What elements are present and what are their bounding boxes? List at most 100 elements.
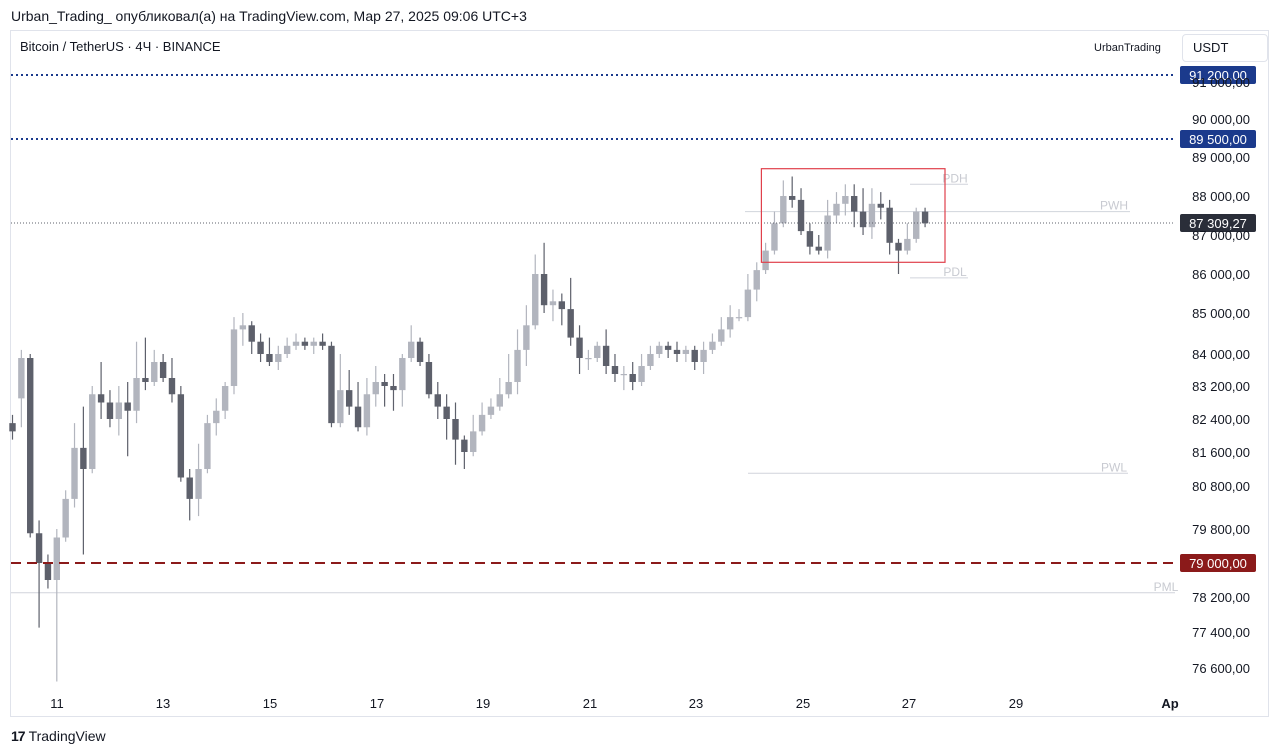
y-tick-label: 84 000,00: [1192, 347, 1250, 362]
x-tick-label: 15: [263, 696, 277, 711]
symbol-title[interactable]: Bitcoin / TetherUS · 4Ч · BINANCE: [20, 39, 221, 54]
candle: [310, 337, 317, 354]
candle-body: [921, 211, 929, 224]
candle-body: [133, 378, 140, 411]
candle-body: [638, 366, 645, 382]
candle: [106, 390, 114, 428]
candle: [399, 354, 406, 407]
candle-body: [213, 410, 220, 424]
candle: [620, 366, 628, 391]
candle: [381, 374, 388, 407]
candle-body: [815, 246, 822, 251]
candle-body: [71, 447, 78, 499]
price-level-label: 89 500,00: [1189, 132, 1247, 147]
level-layer: 91 200,00 89 500,00 79 000,00 87 309,27: [11, 66, 1256, 572]
candle: [576, 325, 583, 374]
annotation-layer: PDH PWH PDL PWL PML: [11, 171, 1179, 594]
candle: [337, 354, 344, 428]
candle: [97, 362, 105, 419]
candle: [354, 382, 362, 432]
x-tick-label: 17: [370, 696, 384, 711]
candle-body: [797, 199, 805, 232]
candle: [664, 341, 672, 358]
x-tick-label: 23: [689, 696, 703, 711]
candle: [602, 329, 610, 374]
candle-body: [345, 390, 353, 407]
candle: [558, 293, 566, 326]
x-tick-label: 11: [50, 696, 64, 711]
price-level-label: 79 000,00: [1189, 556, 1247, 571]
candle: [177, 386, 185, 482]
candle: [735, 309, 743, 322]
tradingview-brand[interactable]: 17 TradingView: [11, 728, 106, 744]
candle-body: [718, 329, 725, 342]
candle: [44, 554, 52, 589]
candle: [204, 414, 211, 474]
candle-body: [691, 349, 698, 362]
annotation-label: PDL: [943, 265, 967, 279]
candle-body: [877, 203, 884, 208]
candle: [532, 254, 539, 330]
candle: [186, 469, 193, 521]
annotation-label: PWL: [1101, 460, 1127, 474]
candle: [9, 414, 16, 440]
candle-body: [780, 196, 787, 224]
candle: [461, 435, 468, 469]
candle-body: [416, 341, 424, 362]
candle-body: [558, 301, 566, 310]
candle: [80, 406, 87, 555]
price-level-label-bg: [1180, 130, 1256, 148]
candle: [283, 337, 291, 358]
candle: [824, 199, 831, 259]
candle: [797, 188, 805, 235]
candle-body: [788, 196, 796, 200]
candle: [886, 199, 893, 255]
candle-body: [9, 423, 16, 432]
candle-body: [248, 325, 255, 342]
candle: [470, 414, 477, 457]
candle: [496, 378, 503, 411]
candle: [221, 382, 229, 419]
currency-selector[interactable]: USDT: [1182, 34, 1268, 62]
candle: [248, 321, 255, 354]
candle: [18, 349, 25, 428]
candle-body: [859, 211, 867, 228]
candle-body: [700, 349, 707, 362]
candle-body: [487, 406, 495, 415]
candle-body: [434, 394, 441, 407]
y-tick-label: 87 000,00: [1192, 228, 1250, 243]
candle-body: [478, 414, 486, 432]
candle-body: [744, 289, 752, 318]
candle-body: [168, 378, 176, 395]
candle-body: [904, 238, 911, 251]
y-tick-label: 81 600,00: [1192, 445, 1250, 460]
candle-body: [673, 349, 681, 354]
candle: [257, 333, 264, 362]
y-tick-label: 80 800,00: [1192, 479, 1250, 494]
candle-body: [301, 341, 309, 346]
candle: [895, 238, 902, 274]
candle: [851, 184, 858, 228]
candle: [425, 354, 433, 399]
candle-body: [771, 223, 778, 251]
candle-body: [461, 439, 468, 452]
y-tick-label: 90 000,00: [1192, 112, 1250, 127]
candle: [638, 354, 645, 386]
candle-body: [913, 211, 920, 239]
candle: [487, 398, 495, 419]
candle: [549, 289, 557, 322]
candle-body: [886, 207, 893, 243]
candle-body: [647, 354, 654, 366]
candle: [230, 317, 238, 395]
candle-body: [230, 329, 238, 386]
candle: [780, 180, 787, 228]
candle-body: [283, 345, 291, 354]
range-highlight-box: [760, 168, 946, 263]
candle-body: [399, 358, 406, 391]
chart-frame: [10, 30, 1269, 717]
candle: [345, 370, 353, 415]
candle-body: [514, 349, 521, 382]
candle: [815, 235, 822, 255]
candle-body: [824, 215, 831, 251]
